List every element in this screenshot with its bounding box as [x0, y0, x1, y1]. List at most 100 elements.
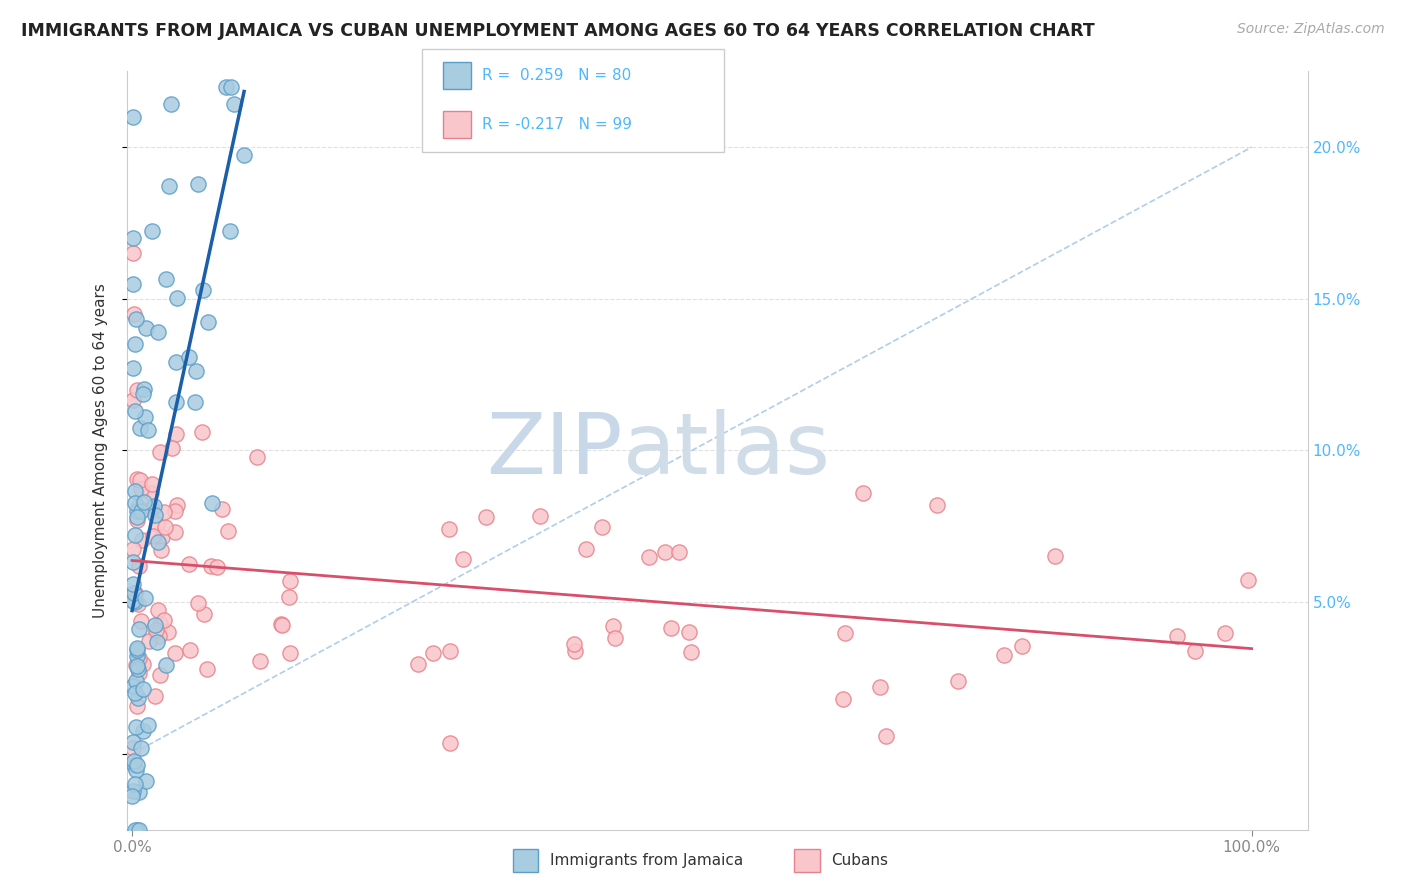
Point	[149, 445, 172, 459]
Point	[124, 686, 146, 700]
Point	[131, 533, 153, 548]
Point	[131, 657, 153, 671]
Point	[852, 486, 875, 500]
Point	[165, 646, 187, 660]
Text: Immigrants from Jamaica: Immigrants from Jamaica	[550, 854, 742, 868]
Point	[1237, 574, 1260, 588]
Point	[125, 383, 148, 397]
Point	[121, 784, 143, 798]
Point	[141, 224, 163, 238]
Point	[142, 529, 165, 543]
Point	[122, 754, 145, 768]
Point	[127, 662, 149, 676]
Point	[127, 691, 149, 706]
Point	[128, 785, 150, 799]
Point	[135, 773, 157, 788]
Point	[124, 528, 146, 542]
Point	[195, 662, 218, 676]
Point	[157, 624, 180, 639]
Point	[186, 364, 208, 378]
Point	[150, 530, 173, 544]
Point	[127, 699, 149, 714]
Point	[406, 657, 429, 671]
Point	[122, 585, 145, 599]
Text: IMMIGRANTS FROM JAMAICA VS CUBAN UNEMPLOYMENT AMONG AGES 60 TO 64 YEARS CORRELAT: IMMIGRANTS FROM JAMAICA VS CUBAN UNEMPLO…	[21, 22, 1095, 40]
Point	[132, 723, 155, 738]
Point	[575, 542, 598, 557]
Point	[1043, 549, 1066, 564]
Point	[124, 483, 146, 498]
Point	[153, 613, 176, 627]
Point	[127, 510, 149, 524]
Point	[125, 657, 148, 672]
Point	[131, 740, 153, 755]
Point	[121, 110, 143, 124]
Point	[121, 735, 143, 749]
Point	[165, 395, 187, 409]
Point	[125, 659, 148, 673]
Point	[129, 482, 152, 496]
Point	[124, 337, 146, 351]
Point	[155, 272, 177, 286]
Point	[132, 494, 155, 508]
Point	[157, 178, 180, 193]
Point	[211, 502, 233, 516]
Text: Source: ZipAtlas.com: Source: ZipAtlas.com	[1237, 22, 1385, 37]
Point	[146, 635, 169, 649]
Point	[122, 246, 145, 260]
Point	[832, 692, 855, 706]
Point	[149, 668, 172, 682]
Point	[1215, 626, 1237, 640]
Point	[132, 387, 155, 401]
Point	[224, 97, 246, 112]
Point	[134, 409, 156, 424]
Point	[668, 544, 690, 558]
Point	[127, 504, 149, 518]
Point	[654, 545, 676, 559]
Point	[197, 315, 219, 329]
Point	[217, 524, 239, 538]
Point	[146, 534, 169, 549]
Point	[163, 503, 186, 517]
Point	[122, 758, 145, 772]
Point	[128, 665, 150, 680]
Point	[155, 658, 177, 673]
Point	[145, 623, 167, 637]
Point	[278, 646, 301, 660]
Point	[439, 643, 461, 657]
Point	[925, 498, 948, 512]
Y-axis label: Unemployment Among Ages 60 to 64 years: Unemployment Among Ages 60 to 64 years	[93, 283, 108, 618]
Point	[1166, 629, 1188, 643]
Point	[143, 689, 166, 703]
Point	[124, 777, 146, 791]
Point	[128, 558, 150, 573]
Point	[529, 508, 551, 523]
Point	[201, 496, 224, 510]
Point	[124, 403, 146, 417]
Point	[125, 822, 148, 837]
Point	[125, 311, 148, 326]
Point	[141, 501, 163, 516]
Point	[249, 654, 271, 668]
Point	[134, 591, 156, 606]
Point	[271, 618, 294, 632]
Point	[138, 633, 160, 648]
Point	[132, 682, 155, 697]
Point	[134, 382, 156, 396]
Point	[439, 736, 461, 750]
Point	[160, 441, 183, 455]
Point	[141, 486, 163, 500]
Point	[1011, 639, 1033, 653]
Point	[678, 625, 700, 640]
Point	[148, 617, 170, 632]
Point	[191, 283, 214, 297]
Point	[128, 822, 150, 837]
Text: R = -0.217   N = 99: R = -0.217 N = 99	[482, 118, 633, 132]
Point	[135, 321, 157, 335]
Point	[187, 596, 209, 610]
Point	[121, 789, 143, 804]
Point	[233, 147, 256, 161]
Point	[207, 559, 229, 574]
Point	[200, 558, 222, 573]
Point	[214, 79, 236, 94]
